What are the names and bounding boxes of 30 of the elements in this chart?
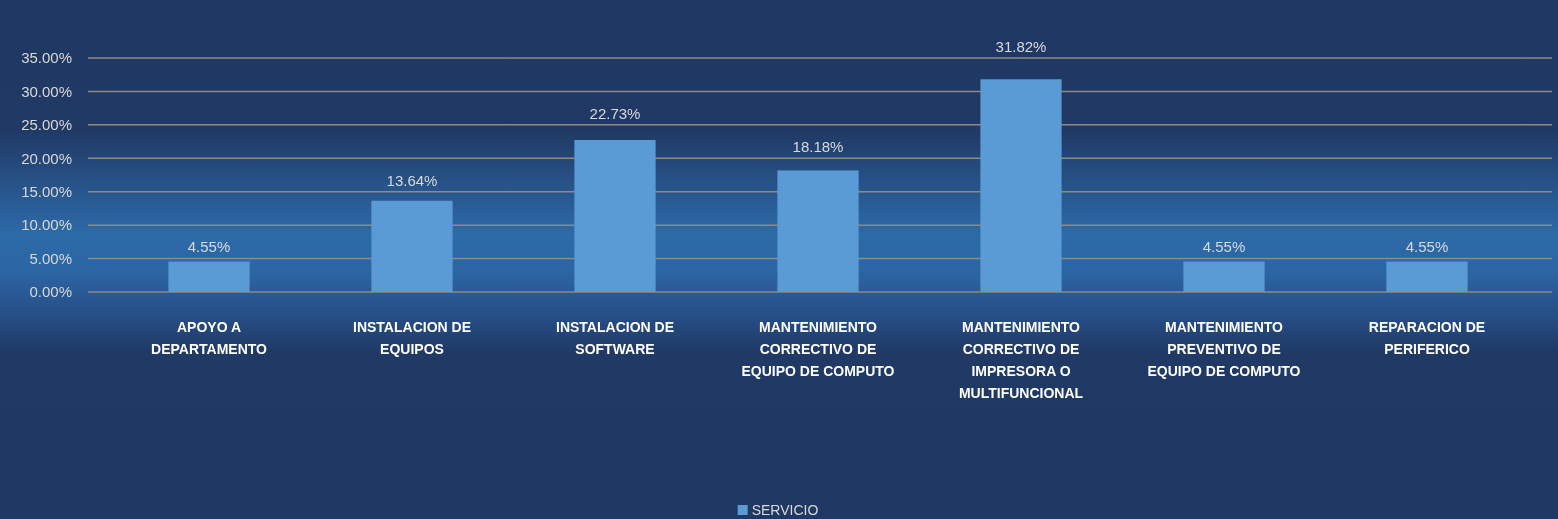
y-tick-label: 30.00% xyxy=(21,82,72,100)
x-tick-label: MANTENIMIENTO CORRECTIVO DE EQUIPO DE COMPUTO xyxy=(741,319,895,379)
bar xyxy=(1183,261,1265,292)
bar xyxy=(980,79,1062,292)
bar xyxy=(777,170,859,292)
data-label: 22.73% xyxy=(589,104,641,122)
y-tick-label: 35.00% xyxy=(21,49,72,67)
data-label: 31.82% xyxy=(995,38,1047,55)
x-tick-label: REPARACION DE PERIFERICO xyxy=(1368,319,1486,357)
y-tick-label: 25.00% xyxy=(21,116,72,134)
data-label: 4.55% xyxy=(1405,237,1449,255)
bar xyxy=(574,140,656,292)
y-tick-label: 15.00% xyxy=(21,182,72,200)
y-tick-label: 20.00% xyxy=(21,149,72,167)
x-tick-label: APOYO A DEPARTAMENTO xyxy=(151,319,268,357)
x-tick-label: MANTENIMIENTO CORRECTIVO DE IMPRESORA O MULTIFUNCIONAL xyxy=(958,319,1084,401)
bar xyxy=(1386,261,1468,292)
data-label: 13.64% xyxy=(386,171,438,189)
data-label: 18.18% xyxy=(792,138,844,156)
bar xyxy=(168,261,250,292)
legend-label: SERVICIO xyxy=(751,501,819,518)
y-tick-label: 0.00% xyxy=(29,283,72,301)
x-tick-label: MANTENIMIENTO PREVENTIVO DE EQUIPO DE COMPUTO xyxy=(1147,319,1301,379)
x-tick-label: INSTALACION DE SOFTWARE xyxy=(556,319,674,357)
x-tick-label: INSTALACION DE EQUIPOS xyxy=(353,319,471,357)
data-label: 4.55% xyxy=(1202,237,1246,255)
y-tick-label: 5.00% xyxy=(29,249,72,267)
y-tick-label: 10.00% xyxy=(21,216,72,234)
data-label: 4.55% xyxy=(187,237,231,255)
bar xyxy=(371,200,453,292)
